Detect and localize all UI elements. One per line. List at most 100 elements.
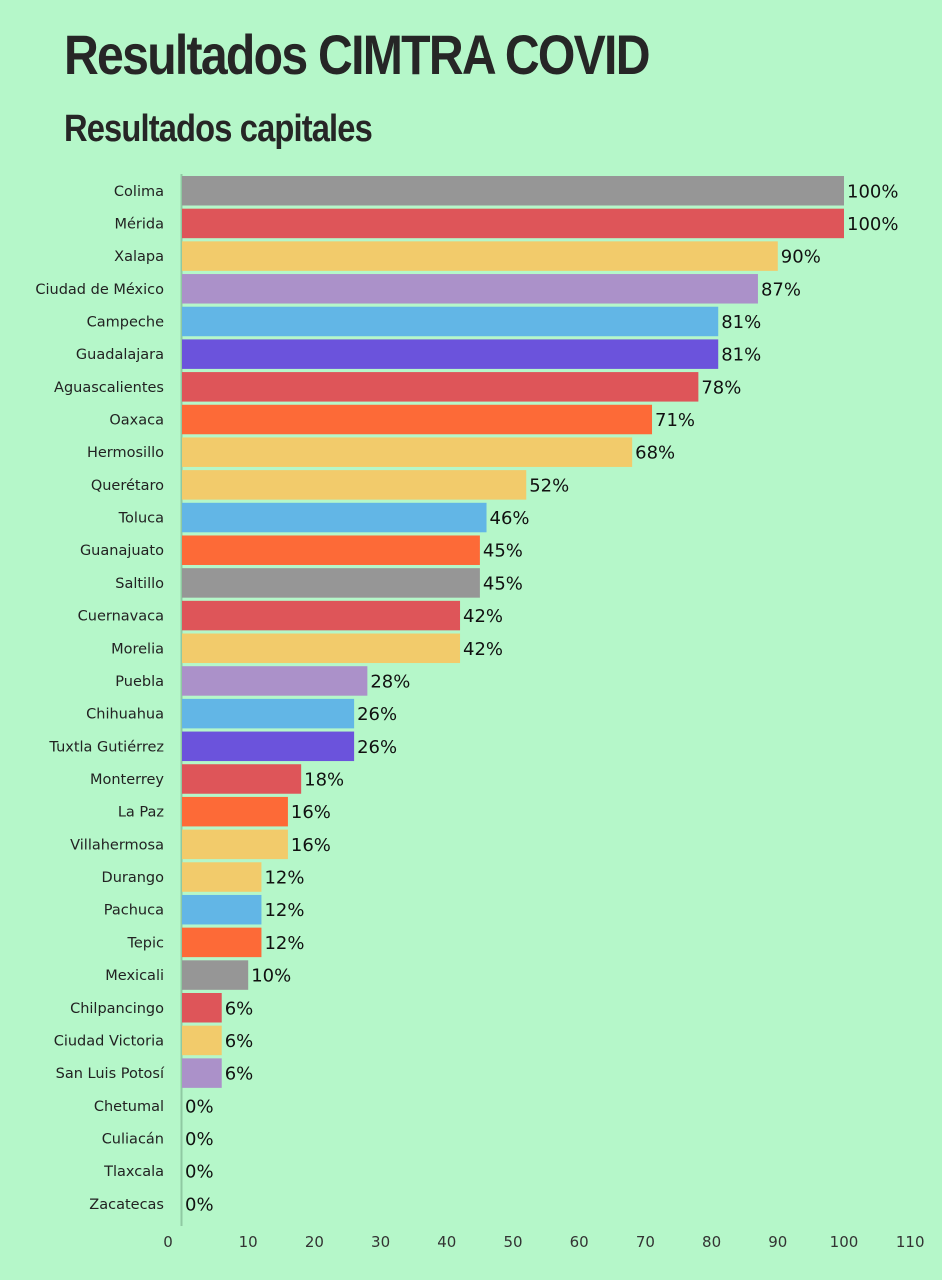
value-label: 12% [264,868,304,889]
x-tick-label: 0 [163,1233,173,1251]
x-tick-label: 30 [371,1233,390,1251]
category-label: Monterrey [90,772,164,788]
x-tick-label: 70 [636,1233,655,1251]
category-label: Chetumal [94,1099,164,1115]
value-label: 6% [225,1031,254,1052]
bar-25 [182,993,222,1023]
bar-12 [182,568,480,598]
value-label: 10% [251,966,291,987]
bar-27 [182,1058,222,1088]
category-label: La Paz [118,805,164,821]
category-label: Morelia [111,641,164,657]
x-tick-label: 10 [239,1233,258,1251]
category-label: Mérida [114,216,164,232]
bar-17 [182,731,355,762]
chart-subtitle: Resultados capitales [64,108,373,150]
bar-7 [182,404,653,435]
value-label: 28% [370,671,410,692]
category-label: Durango [102,870,165,886]
value-label: 100% [847,181,898,202]
value-label: 26% [357,737,397,758]
bar-24 [182,960,249,990]
value-label: 81% [721,312,761,333]
category-label: Tuxtla Gutiérrez [48,739,164,755]
category-label: Xalapa [114,249,164,265]
value-label: 42% [463,606,503,627]
category-label: Mexicali [105,968,164,984]
bar-22 [182,894,262,925]
value-label: 0% [185,1129,214,1150]
value-label: 16% [291,835,331,856]
category-label: Saltillo [115,576,164,592]
bar-0 [182,176,844,206]
category-label: Ciudad Victoria [54,1033,164,1049]
category-label: Campeche [87,314,164,330]
category-label: Guadalajara [76,347,164,363]
value-label: 81% [721,345,761,366]
bar-15 [182,666,368,696]
category-label: Ciudad de México [35,282,164,298]
value-label: 26% [357,704,397,725]
value-label: 45% [483,573,523,594]
bar-3 [182,274,758,304]
value-label: 52% [529,475,569,496]
value-label: 12% [264,900,304,921]
x-tick-label: 80 [702,1233,721,1251]
value-label: 0% [185,1194,214,1215]
bar-23 [182,927,262,958]
category-label: Oaxaca [109,413,164,429]
bar-8 [182,437,633,467]
value-label: 78% [701,377,741,398]
bar-26 [182,1025,222,1056]
x-tick-label: 50 [503,1233,522,1251]
category-label: Pachuca [104,903,164,919]
category-label: Zacatecas [89,1197,164,1213]
bar-1 [182,208,844,239]
category-label: Tepic [126,935,164,951]
bar-16 [182,698,355,729]
bar-18 [182,764,302,794]
category-label: Puebla [115,674,164,690]
value-label: 0% [185,1162,214,1183]
bar-14 [182,633,461,664]
bar-5 [182,339,719,369]
value-label: 42% [463,639,503,660]
x-tick-label: 90 [768,1233,787,1251]
value-label: 71% [655,410,695,431]
value-label: 12% [264,933,304,954]
x-tick-label: 60 [570,1233,589,1251]
bar-20 [182,829,288,860]
category-label: Villahermosa [70,837,164,853]
category-label: Hermosillo [87,445,164,461]
x-tick-label: 100 [830,1233,859,1251]
category-label: Toluca [118,511,164,527]
bar-4 [182,306,719,337]
value-label: 0% [185,1096,214,1117]
value-label: 16% [291,802,331,823]
value-label: 6% [225,998,254,1019]
category-label: Guanajuato [80,543,164,559]
bar-6 [182,372,699,402]
category-label: Culiacán [102,1131,164,1147]
category-label: Colima [114,184,164,200]
x-tick-label: 110 [896,1233,925,1251]
category-label: San Luis Potosí [56,1066,165,1082]
category-label: Querétaro [91,478,164,494]
category-label: Chihuahua [86,707,164,723]
bar-2 [182,241,778,271]
value-label: 68% [635,443,675,464]
bar-11 [182,535,480,565]
value-label: 6% [225,1064,254,1085]
value-label: 45% [483,541,523,562]
page-title: Resultados CIMTRA COVID [64,23,651,86]
bar-19 [182,796,288,827]
value-label: 87% [761,279,801,300]
bar-10 [182,502,487,533]
bar-9 [182,470,527,500]
bar-21 [182,862,262,892]
x-tick-label: 40 [437,1233,456,1251]
category-label: Chilpancingo [70,1001,164,1017]
x-tick-label: 20 [305,1233,324,1251]
bar-13 [182,600,461,631]
